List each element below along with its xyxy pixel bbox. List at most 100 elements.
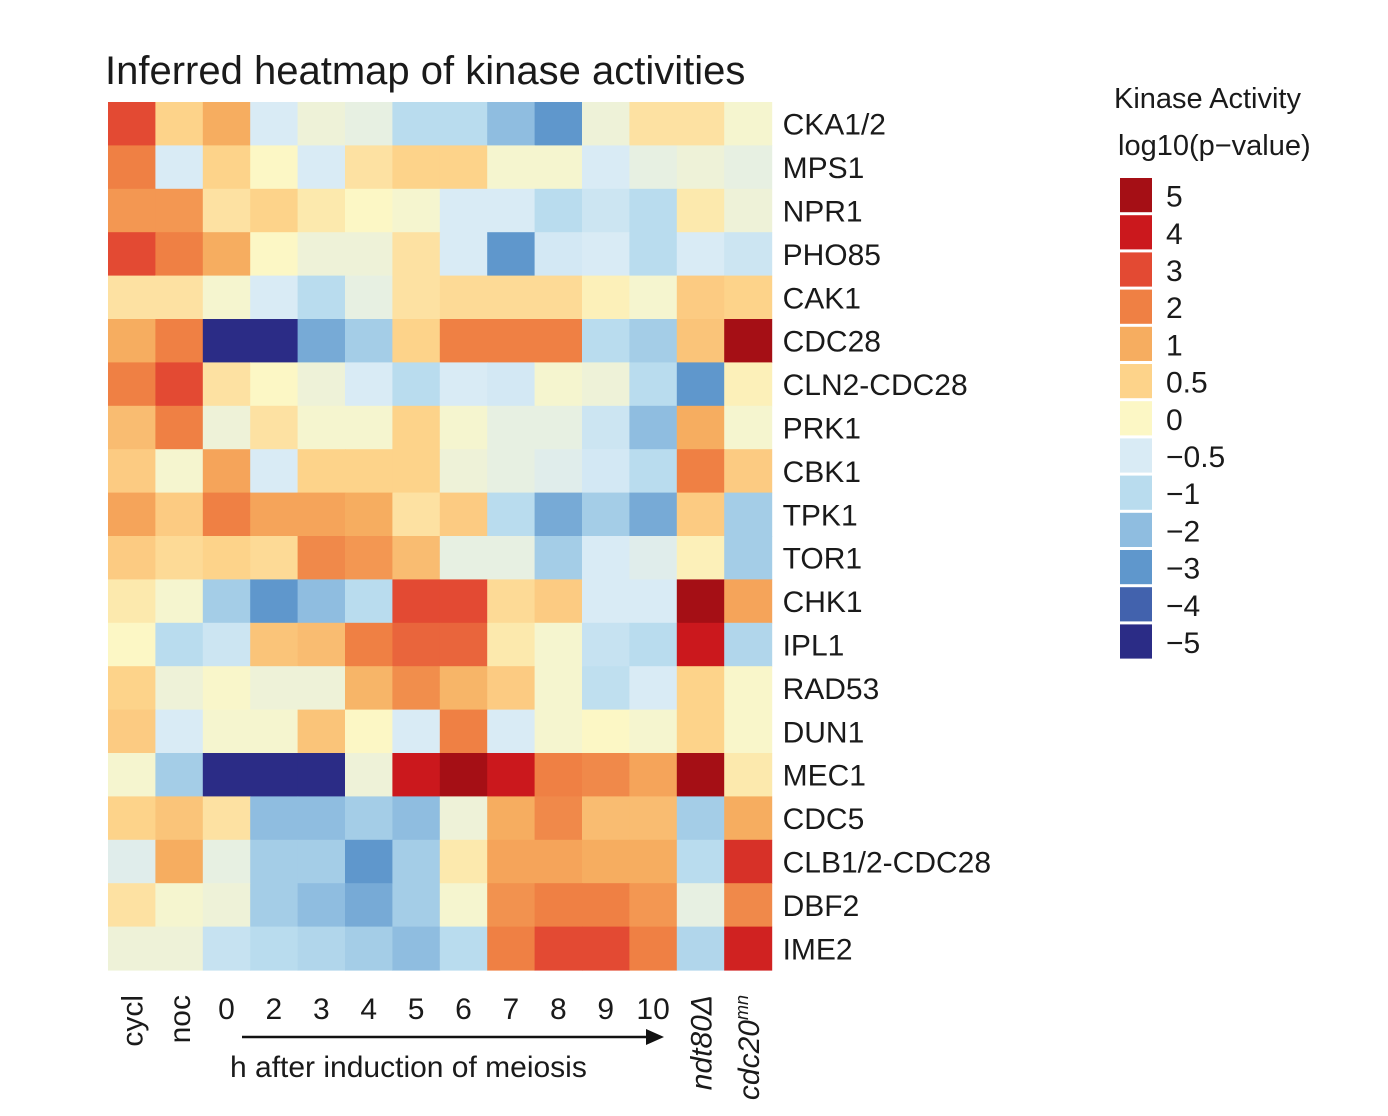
heatmap-cell bbox=[439, 449, 488, 494]
heatmap-cell bbox=[676, 579, 725, 624]
column-label: 5 bbox=[408, 993, 425, 1026]
row-label: CLB1/2-CDC28 bbox=[783, 847, 991, 880]
heatmap-cell bbox=[155, 362, 204, 407]
heatmap-cell bbox=[534, 232, 583, 277]
heatmap-cell bbox=[345, 579, 393, 624]
column-label: 10 bbox=[636, 993, 669, 1026]
heatmap-cell bbox=[297, 796, 346, 841]
row-label: CKA1/2 bbox=[783, 109, 886, 142]
heatmap-cell bbox=[582, 709, 630, 754]
row-label: CAK1 bbox=[783, 282, 861, 315]
heatmap-cell bbox=[345, 188, 393, 233]
heatmap-cell bbox=[297, 102, 346, 146]
heatmap-cell bbox=[108, 883, 156, 928]
heatmap-cell bbox=[202, 883, 251, 928]
heatmap-cell bbox=[487, 622, 536, 667]
heatmap-cell bbox=[297, 536, 346, 580]
column-label: cycl bbox=[117, 995, 150, 1047]
row-label: PRK1 bbox=[783, 413, 861, 446]
heatmap-cell bbox=[297, 362, 346, 407]
legend-label: −5 bbox=[1166, 627, 1200, 660]
legend-swatch bbox=[1120, 587, 1152, 622]
legend-swatch bbox=[1120, 326, 1152, 361]
heatmap-cell bbox=[487, 319, 536, 363]
heatmap-cell bbox=[724, 709, 773, 754]
heatmap-cell bbox=[629, 275, 678, 320]
heatmap-cell bbox=[155, 666, 204, 711]
heatmap-cell bbox=[392, 492, 441, 537]
heatmap-cell bbox=[250, 883, 299, 928]
heatmap-cell bbox=[297, 232, 346, 277]
heatmap-cell bbox=[582, 492, 630, 537]
heatmap-cell bbox=[676, 622, 725, 667]
heatmap-cell bbox=[155, 536, 204, 580]
row-label: TOR1 bbox=[783, 543, 862, 576]
heatmap-cell bbox=[629, 622, 678, 667]
heatmap-cell bbox=[250, 709, 299, 754]
heatmap-cell bbox=[345, 492, 393, 537]
heatmap-cell bbox=[724, 492, 773, 537]
heatmap-cell bbox=[487, 188, 536, 233]
legend-label: 2 bbox=[1166, 292, 1183, 325]
chart-title: Inferred heatmap of kinase activities bbox=[105, 49, 745, 93]
heatmap-cell bbox=[534, 796, 583, 841]
heatmap-cell bbox=[345, 536, 393, 580]
heatmap-cell bbox=[392, 579, 441, 624]
heatmap-cell bbox=[250, 926, 299, 971]
row-label: CDC5 bbox=[783, 803, 865, 836]
column-label: 2 bbox=[266, 993, 283, 1026]
heatmap-cell bbox=[439, 926, 488, 971]
heatmap-cell bbox=[676, 319, 725, 363]
heatmap-cell bbox=[250, 145, 299, 190]
heatmap-cell bbox=[676, 883, 725, 928]
heatmap-cell bbox=[439, 883, 488, 928]
legend-swatch bbox=[1120, 252, 1152, 287]
heatmap-cell bbox=[108, 319, 156, 363]
legend-label: 1 bbox=[1166, 329, 1183, 362]
heatmap-cell bbox=[108, 232, 156, 277]
legend-swatch bbox=[1120, 401, 1152, 436]
heatmap-cell bbox=[345, 232, 393, 277]
heatmap-cell bbox=[392, 883, 441, 928]
legend-label: 0.5 bbox=[1166, 367, 1208, 400]
heatmap-cell bbox=[108, 926, 156, 971]
heatmap-cell bbox=[582, 405, 630, 450]
legend-label: 4 bbox=[1166, 218, 1183, 251]
heatmap-cell bbox=[155, 492, 204, 537]
heatmap-cell bbox=[155, 796, 204, 841]
heatmap-cell bbox=[250, 579, 299, 624]
heatmap-cell bbox=[629, 579, 678, 624]
heatmap-cell bbox=[345, 449, 393, 494]
heatmap-cell bbox=[297, 926, 346, 971]
legend-label: −4 bbox=[1166, 590, 1200, 623]
heatmap-cell bbox=[250, 188, 299, 233]
heatmap-cell bbox=[202, 926, 251, 971]
heatmap-cell bbox=[724, 622, 773, 667]
heatmap-cell bbox=[629, 883, 678, 928]
heatmap-cell bbox=[724, 188, 773, 233]
heatmap-cell bbox=[724, 405, 773, 450]
row-label: CLN2-CDC28 bbox=[783, 369, 968, 402]
heatmap-cell bbox=[345, 926, 393, 971]
row-label: DBF2 bbox=[783, 890, 860, 923]
heatmap-cell bbox=[676, 449, 725, 494]
heatmap-cell bbox=[582, 188, 630, 233]
heatmap-cell bbox=[155, 232, 204, 277]
row-label: MEC1 bbox=[783, 760, 866, 793]
column-label: 8 bbox=[550, 993, 567, 1026]
heatmap-cell bbox=[345, 839, 393, 884]
heatmap-cell bbox=[439, 492, 488, 537]
heatmap-cell bbox=[724, 796, 773, 841]
heatmap-cells bbox=[108, 102, 773, 971]
heatmap-cell bbox=[202, 622, 251, 667]
heatmap-cell bbox=[676, 753, 725, 797]
heatmap-cell bbox=[487, 579, 536, 624]
row-label: PHO85 bbox=[783, 239, 881, 272]
heatmap-cell bbox=[439, 145, 488, 190]
heatmap-cell bbox=[297, 709, 346, 754]
legend-swatch bbox=[1120, 512, 1152, 547]
heatmap-cell bbox=[439, 362, 488, 407]
heatmap-cell bbox=[392, 449, 441, 494]
heatmap-cell bbox=[439, 536, 488, 580]
